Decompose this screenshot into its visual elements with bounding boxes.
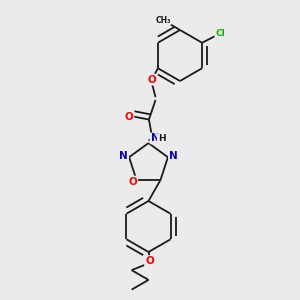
Text: N: N — [119, 151, 128, 161]
Text: H: H — [158, 134, 165, 143]
Text: O: O — [128, 176, 137, 187]
Text: O: O — [148, 75, 156, 85]
Text: O: O — [145, 256, 154, 266]
Text: Cl: Cl — [215, 29, 225, 38]
Text: N: N — [151, 134, 159, 143]
Text: N: N — [169, 151, 178, 161]
Text: CH₃: CH₃ — [155, 16, 171, 25]
Text: O: O — [125, 112, 134, 122]
